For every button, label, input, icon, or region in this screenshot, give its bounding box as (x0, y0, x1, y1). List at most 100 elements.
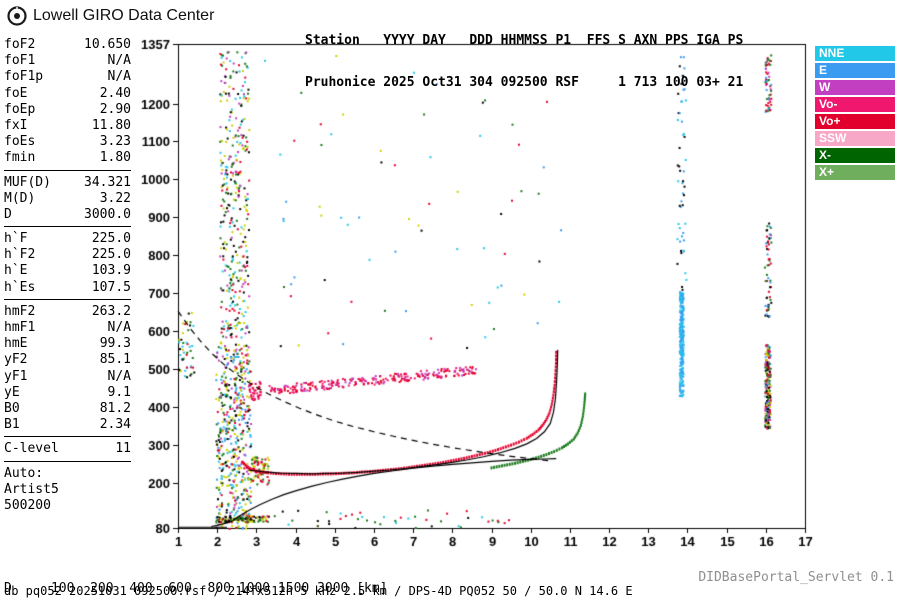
parameter-value: 2.40 (99, 85, 131, 101)
parameter-row: foE 2.40 (4, 86, 131, 102)
parameter-label: h`F (4, 231, 28, 247)
parameter-label: yF1 (4, 368, 28, 384)
parameter-row: h`F2 225.0 (4, 247, 131, 263)
legend-item-ssw: SSW (815, 131, 895, 146)
parameter-label: foF1p (4, 69, 44, 85)
parameter-row: foF2 10.650 (4, 37, 131, 53)
parameter-value: 1.80 (99, 150, 131, 166)
parameter-label: foEp (4, 101, 36, 117)
parameter-value: 2.34 (99, 417, 131, 433)
station-header-values: Pruhonice 2025 Oct31 304 092500 RSF 1 71… (305, 75, 744, 90)
parameter-label: hmF2 (4, 303, 36, 319)
parameter-label: h`Es (4, 279, 36, 295)
parameter-label: fxI (4, 117, 28, 133)
parameter-row: foEs 3.23 (4, 134, 131, 150)
parameter-value: 9.1 (107, 384, 131, 400)
parameter-group: foF2 10.650 foF1 N/A foF1p N/A foE 2.40 foEp 2.90… (4, 36, 131, 170)
parameter-row: B1 2.34 (4, 417, 131, 433)
autoscaling-line: Auto: (4, 465, 44, 481)
direction-legend: NNE E W Vo- Vo+ SSW X- X+ (815, 46, 895, 182)
parameter-row: MUF(D) 34.321 (4, 175, 131, 191)
parameter-row: yE 9.1 (4, 385, 131, 401)
brand: Lowell GIRO Data Center (6, 5, 214, 27)
autoscaling-line: 500200 (4, 497, 51, 513)
parameter-group: h`F 225.0 h`F2 225.0 h`E 103.9 h`Es 107.5 (4, 226, 131, 299)
parameter-row: foEp 2.90 (4, 102, 131, 118)
parameter-label: yE (4, 384, 20, 400)
parameter-value: 2.90 (99, 101, 131, 117)
parameter-row: fmin 1.80 (4, 150, 131, 166)
parameter-row: h`F 225.0 (4, 231, 131, 247)
parameter-value: N/A (107, 69, 131, 85)
legend-item-vo: Vo- (815, 97, 895, 112)
parameter-row: C-level 11 (4, 441, 131, 457)
parameter-label: B1 (4, 417, 20, 433)
parameter-value: 11.80 (91, 117, 131, 133)
parameter-label: hmF1 (4, 320, 36, 335)
parameter-row: h`Es 107.5 (4, 280, 131, 296)
parameter-value: 11 (115, 441, 131, 457)
parameter-value: 3000.0 (84, 206, 131, 222)
parameter-panel: foF2 10.650 foF1 N/A foF1p N/A foE 2.40 foEp 2.90… (4, 36, 131, 514)
legend-item-x: X+ (815, 165, 895, 180)
parameter-value: 3.23 (99, 134, 131, 150)
parameter-row: M(D) 3.22 (4, 191, 131, 207)
legend-item-nne: NNE (815, 46, 895, 61)
parameter-label: fmin (4, 150, 36, 166)
station-header-columns: Station YYYY DAY DDD HHMMSS P1 FFS S AXN… (305, 33, 744, 48)
parameter-value: 107.5 (91, 279, 131, 295)
parameter-row: foF1p N/A (4, 69, 131, 85)
parameter-row: foF1 N/A (4, 53, 131, 69)
parameter-group: hmF2 263.2 hmF1 N/A hmE 99.3 yF2 85.1 yF1 N/A yE 9.… (4, 298, 131, 437)
parameter-row: yF2 85.1 (4, 352, 131, 368)
parameter-value: 3.22 (99, 190, 131, 206)
parameter-value: 85.1 (99, 352, 131, 368)
parameter-row: D 3000.0 (4, 207, 131, 223)
parameter-row: hmF1 N/A (4, 320, 131, 336)
parameter-label: foEs (4, 134, 36, 150)
parameter-label: h`E (4, 263, 28, 279)
parameter-value: N/A (107, 368, 131, 384)
dmuf-table: D 100 200 400 600 800 1000 1500 3000 [km… (4, 551, 395, 600)
legend-item-vo: Vo+ (815, 114, 895, 129)
parameter-label: foE (4, 85, 28, 101)
parameter-label: B0 (4, 400, 20, 416)
parameter-row: fxI 11.80 (4, 118, 131, 134)
parameter-label: foF2 (4, 37, 36, 52)
servlet-version: DIDBasePortal_Servlet 0.1 (698, 570, 894, 585)
autoscaling-info: Auto: Artist5 500200 (4, 460, 131, 515)
parameter-value: 225.0 (91, 231, 131, 247)
parameter-row: hmF2 263.2 (4, 304, 131, 320)
legend-item-x: X- (815, 148, 895, 163)
parameter-label: yF2 (4, 352, 28, 368)
parameter-row: h`E 103.9 (4, 263, 131, 279)
giro-logo-icon (6, 5, 28, 27)
parameter-value: 34.321 (84, 174, 131, 190)
parameter-row: B0 81.2 (4, 401, 131, 417)
parameter-value: 81.2 (99, 400, 131, 416)
parameter-group: MUF(D) 34.321 M(D) 3.22 D 3000.0 (4, 169, 131, 227)
parameter-value: N/A (107, 320, 131, 335)
autoscaling-line: Artist5 (4, 481, 59, 497)
parameter-label: M(D) (4, 190, 36, 206)
parameter-row: yF1 N/A (4, 369, 131, 385)
station-header: Station YYYY DAY DDD HHMMSS P1 FFS S AXN… (305, 6, 743, 118)
parameter-value: 99.3 (99, 336, 131, 352)
legend-item-e: E (815, 63, 895, 78)
parameter-label: hmE (4, 336, 28, 352)
legend-item-w: W (815, 80, 895, 95)
parameter-label: foF1 (4, 53, 36, 69)
parameter-group: C-level 11 (4, 436, 131, 460)
measurement-info: db pq052 20251031 092500.rsf / 214fx512h… (4, 584, 633, 598)
parameter-label: D (4, 206, 12, 222)
parameter-value: 225.0 (91, 247, 131, 263)
parameter-label: MUF(D) (4, 174, 51, 190)
dmuf-d-row: D 100 200 400 600 800 1000 1500 3000 [km… (4, 581, 388, 596)
parameter-value: N/A (107, 53, 131, 69)
parameter-value: 103.9 (91, 263, 131, 279)
parameter-value: 263.2 (91, 303, 131, 319)
parameter-label: C-level (4, 441, 59, 457)
brand-title: Lowell GIRO Data Center (33, 7, 215, 24)
